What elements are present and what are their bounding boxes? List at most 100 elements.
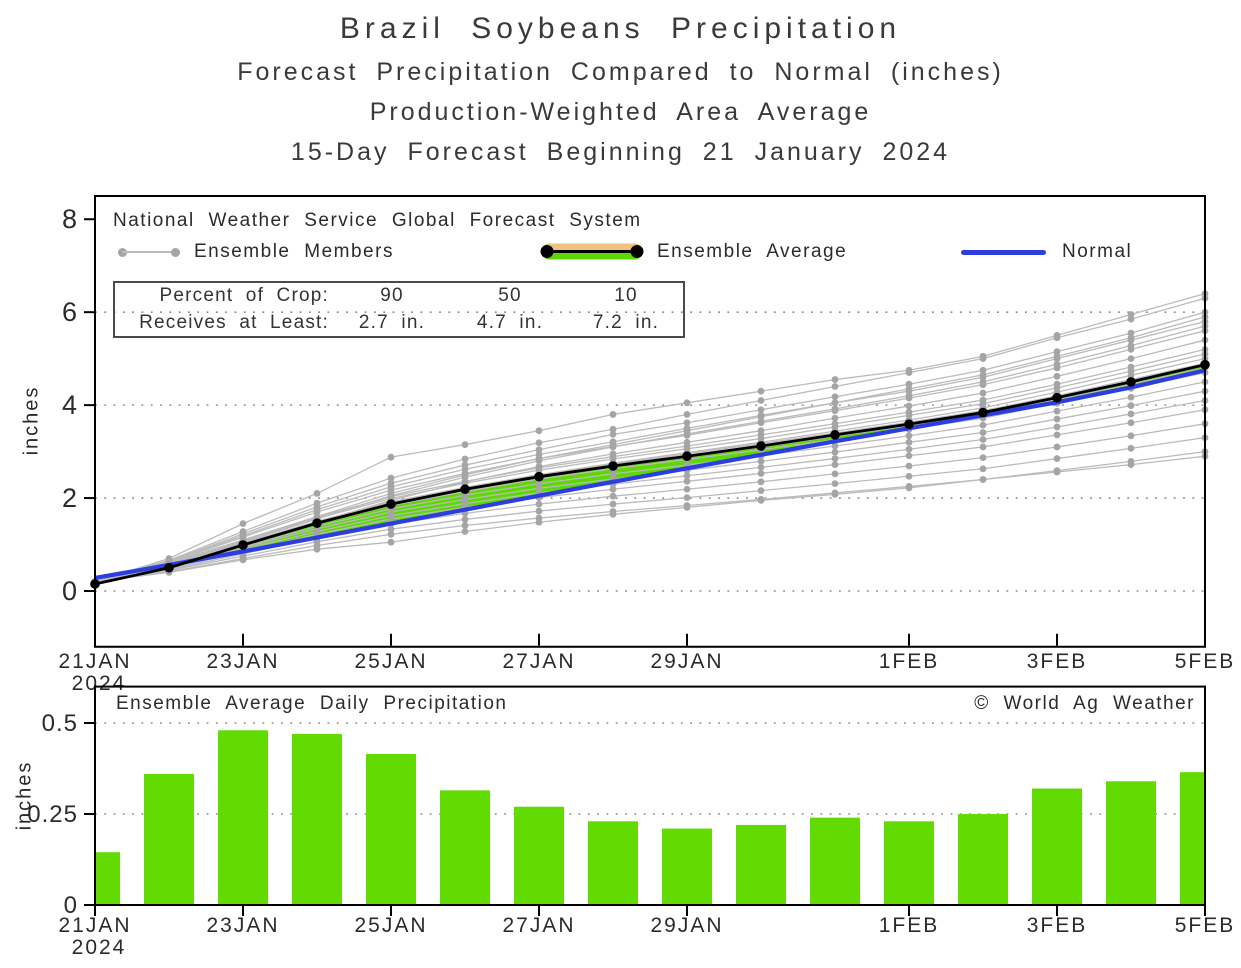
chart-title: Brazil Soybeans Precipitation xyxy=(339,12,902,45)
ensemble-member-dot xyxy=(461,516,469,523)
ensemble-member-dot xyxy=(535,484,543,492)
ensemble-member-dot xyxy=(1053,364,1061,372)
ensemble-member-dot xyxy=(979,421,987,429)
y-tick-label: 0 xyxy=(62,576,78,606)
precip-bar xyxy=(366,753,416,905)
ensemble-member-dot xyxy=(535,518,543,526)
ensemble-member-dot xyxy=(831,442,839,450)
ensemble-member-dot xyxy=(1127,402,1135,409)
legend-label-normal: Normal xyxy=(1062,241,1133,262)
ensemble-member-dot xyxy=(387,538,395,546)
ensemble-member-line xyxy=(94,423,1206,583)
average-dot-icon xyxy=(540,245,554,258)
ensemble-member-line xyxy=(94,297,1206,583)
ensemble-member-dot xyxy=(905,452,913,460)
crop-amount-90: 2.7 in. xyxy=(358,311,426,333)
ensemble-member-dot xyxy=(905,369,913,376)
ensemble-member-dot xyxy=(1053,372,1061,380)
ensemble-member-line xyxy=(94,320,1206,583)
x-tick-label: 5FEB xyxy=(1175,650,1236,673)
precip-bar xyxy=(1032,788,1082,905)
ensemble-member-dot xyxy=(905,472,913,480)
ensemble-member-dot xyxy=(831,376,839,383)
ensemble-average-dot xyxy=(756,441,766,451)
precip-bar xyxy=(292,733,342,905)
ensemble-average-dot xyxy=(1126,377,1136,387)
precip-bar xyxy=(144,773,194,905)
ensemble-member-dot xyxy=(461,528,469,535)
ensemble-member-dot xyxy=(757,470,765,477)
ensemble-member-dot xyxy=(609,425,617,433)
ensemble-average-dot xyxy=(312,518,322,528)
ensemble-member-dot xyxy=(979,454,987,462)
precip-bar xyxy=(514,806,564,905)
ensemble-member-dot xyxy=(831,414,839,422)
ensemble-average-legend-icon xyxy=(540,243,644,260)
y-tick-label: 0 xyxy=(64,892,78,919)
percent-of-crop-table: Percent of Crop: 90 50 10 Receives at Le… xyxy=(113,281,685,338)
x-axis-year-label: 2024 xyxy=(72,936,127,959)
ensemble-member-dot xyxy=(1053,407,1061,415)
ensemble-member-dot xyxy=(387,515,395,523)
ensemble-member-line xyxy=(94,381,1206,583)
member-line-icon xyxy=(122,251,176,253)
ensemble-member-dot xyxy=(1053,334,1061,342)
ensemble-member-dot xyxy=(905,394,913,402)
ensemble-member-dot xyxy=(979,355,987,363)
ensemble-member-dot xyxy=(609,500,617,508)
x-tick-label: 1FEB xyxy=(879,650,940,673)
ensemble-member-dot xyxy=(535,427,543,435)
ensemble-member-dot xyxy=(831,455,839,462)
x-tick-label: 29JAN xyxy=(650,650,723,673)
ensemble-member-dot xyxy=(535,446,543,454)
ensemble-average-dot xyxy=(164,562,174,573)
ensemble-member-dot xyxy=(313,545,321,553)
ensemble-member-dot xyxy=(831,461,839,469)
ensemble-member-dot xyxy=(831,399,839,407)
ensemble-average-dot xyxy=(1052,392,1062,403)
ensemble-member-dot xyxy=(683,431,691,439)
ensemble-average-dot xyxy=(978,407,988,418)
y-tick-label: 6 xyxy=(62,297,78,327)
ensemble-member-dot xyxy=(979,373,987,381)
ensemble-member-dot xyxy=(979,465,987,473)
ensemble-member-dot xyxy=(387,453,395,461)
ensemble-member-dot xyxy=(461,470,469,477)
ensemble-member-dot xyxy=(1053,348,1061,356)
ensemble-member-dot xyxy=(905,411,913,419)
ensemble-member-dot xyxy=(979,389,987,397)
ensemble-member-dot xyxy=(683,411,691,418)
y-tick-label: 8 xyxy=(62,204,78,234)
ensemble-member-dot xyxy=(1127,419,1135,427)
precip-bar xyxy=(736,824,786,905)
ensemble-member-dot xyxy=(387,525,395,533)
ensemble-member-dot xyxy=(1127,410,1135,418)
x-tick-label: 5FEB xyxy=(1175,914,1236,937)
x-tick-label: 3FEB xyxy=(1027,914,1088,937)
x-tick-label: 23JAN xyxy=(206,650,279,673)
ensemble-member-dot xyxy=(905,484,913,492)
precip-bar xyxy=(662,828,712,905)
x-tick-label: 29JAN xyxy=(650,914,723,937)
x-tick-label: 27JAN xyxy=(502,914,575,937)
ensemble-member-dot xyxy=(979,429,987,436)
ensemble-average-dot xyxy=(904,419,914,429)
ensemble-average-line xyxy=(94,363,1206,586)
ensemble-member-dot xyxy=(1053,415,1061,423)
ensemble-member-dot xyxy=(461,522,469,529)
precip-bar xyxy=(810,817,860,905)
ensemble-member-dot xyxy=(1127,336,1135,344)
x-tick-label: 1FEB xyxy=(879,914,940,937)
ensemble-member-dot xyxy=(905,402,913,410)
ensemble-member-dot xyxy=(609,485,617,493)
x-tick-label: 25JAN xyxy=(354,914,427,937)
x-tick-label: 21JAN xyxy=(58,650,131,673)
ensemble-member-dot xyxy=(461,441,469,449)
ensemble-member-dot xyxy=(905,438,913,446)
ensemble-member-dot xyxy=(1127,461,1135,469)
ensemble-member-dot xyxy=(757,411,765,419)
y-tick-label: 4 xyxy=(62,390,78,420)
x-tick-label: 21JAN xyxy=(58,914,131,937)
ensemble-member-dot xyxy=(683,472,691,480)
